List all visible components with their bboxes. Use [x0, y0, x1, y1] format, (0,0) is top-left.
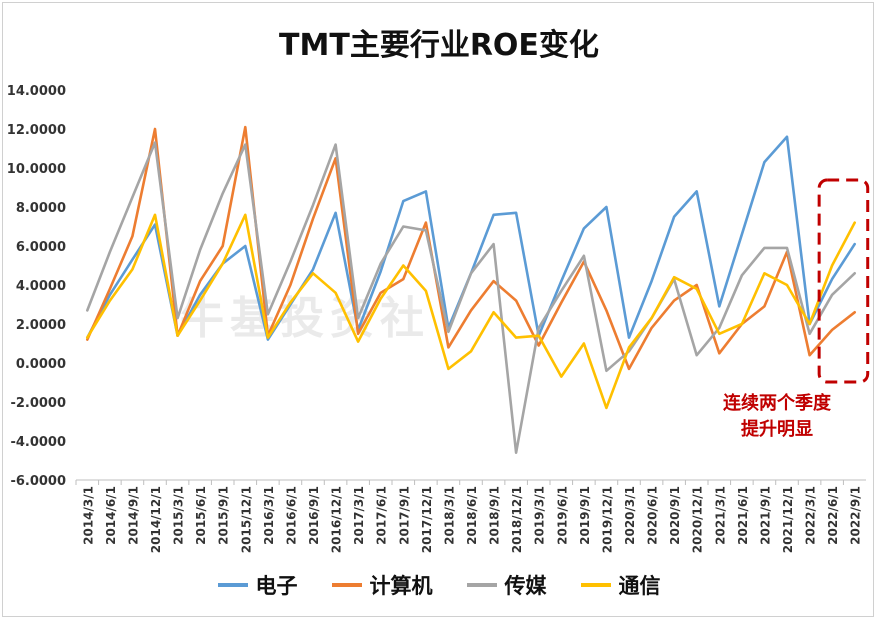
- x-tick-label: 2014/9/1: [126, 486, 140, 545]
- legend-swatch-media: [466, 583, 497, 587]
- annotation-line-1: 连续两个季度: [723, 393, 831, 414]
- y-tick-label: -4.0000: [10, 435, 66, 450]
- x-tick-label: 2016/3/1: [262, 486, 276, 545]
- x-tick-label: 2015/9/1: [217, 486, 231, 545]
- y-tick-label: 0.0000: [16, 357, 66, 372]
- x-tick-label: 2020/3/1: [623, 486, 637, 545]
- annotation-line-2: 提升明显: [741, 419, 813, 440]
- legend-label-computer: 计算机: [369, 574, 433, 598]
- x-tick-label: 2017/9/1: [397, 486, 411, 545]
- x-tick-label: 2018/6/1: [465, 486, 479, 545]
- x-tick-label: 2015/6/1: [194, 486, 208, 545]
- series-line-1: [86, 125, 857, 371]
- y-tick-label: 4.0000: [16, 279, 66, 294]
- legend-item-computer: 计算机: [331, 570, 433, 600]
- x-tick-label: 2017/6/1: [375, 486, 389, 545]
- legend-label-electronics: 电子: [255, 574, 298, 598]
- y-tick-label: 14.0000: [7, 84, 66, 99]
- chart-title: TMT主要行业ROE变化: [279, 28, 599, 63]
- y-tick-label: 12.0000: [7, 123, 66, 138]
- x-tick-label: 2015/3/1: [172, 486, 186, 545]
- highlight-annotation: 连续两个季度 提升明显: [712, 391, 842, 443]
- series-line-2: [86, 141, 857, 455]
- legend-item-media: 传媒: [466, 570, 547, 600]
- y-tick-label: -6.0000: [10, 474, 66, 489]
- highlight-box: [817, 178, 870, 384]
- x-tick-label: 2017/3/1: [352, 486, 366, 545]
- x-tick-label: 2016/6/1: [284, 486, 298, 545]
- x-tick-label: 2021/6/1: [736, 486, 750, 545]
- x-tick-label: 2016/12/1: [330, 486, 344, 553]
- legend-label-media: 传媒: [504, 574, 547, 598]
- legend-swatch-electronics: [217, 583, 248, 587]
- legend-item-electronics: 电子: [217, 570, 298, 600]
- watermark-text: 牛基投资社: [180, 293, 430, 344]
- legend-label-telecom: 通信: [618, 574, 661, 598]
- x-tick-label: 2017/12/1: [420, 486, 434, 553]
- x-tick-label: 2022/6/1: [826, 486, 840, 545]
- x-tick-label: 2019/3/1: [533, 486, 547, 545]
- x-tick-label: 2014/6/1: [104, 486, 118, 545]
- y-tick-label: 8.0000: [16, 201, 66, 216]
- x-tick-label: 2020/6/1: [646, 486, 660, 545]
- x-tick-label: 2014/12/1: [149, 486, 163, 553]
- y-tick-label: 10.0000: [7, 162, 66, 177]
- series-line-3: [86, 213, 857, 410]
- y-tick-label: 6.0000: [16, 240, 66, 255]
- legend-swatch-computer: [331, 583, 362, 587]
- x-tick-label: 2022/9/1: [849, 486, 863, 545]
- legend: 电子 计算机 传媒 通信: [0, 570, 878, 600]
- x-tick-label: 2014/3/1: [81, 486, 95, 545]
- x-tick-label: 2019/9/1: [578, 486, 592, 545]
- x-tick-label: 2016/9/1: [307, 486, 321, 545]
- x-tick-label: 2020/9/1: [668, 486, 682, 545]
- x-tick-label: 2018/9/1: [488, 486, 502, 545]
- x-tick-label: 2021/12/1: [781, 486, 795, 553]
- y-tick-label: -2.0000: [10, 396, 66, 411]
- x-tick-label: 2020/12/1: [691, 486, 705, 553]
- x-tick-label: 2015/12/1: [239, 486, 253, 553]
- legend-item-telecom: 通信: [580, 570, 661, 600]
- x-tick-label: 2019/12/1: [600, 486, 614, 553]
- x-tick-label: 2022/3/1: [804, 486, 818, 545]
- legend-swatch-telecom: [580, 583, 611, 587]
- x-tick-label: 2021/9/1: [758, 486, 772, 545]
- x-tick-label: 2018/12/1: [510, 486, 524, 553]
- y-tick-label: 2.0000: [16, 318, 66, 333]
- x-tick-label: 2018/3/1: [442, 486, 456, 545]
- x-tick-label: 2019/6/1: [555, 486, 569, 545]
- x-tick-label: 2021/3/1: [713, 486, 727, 545]
